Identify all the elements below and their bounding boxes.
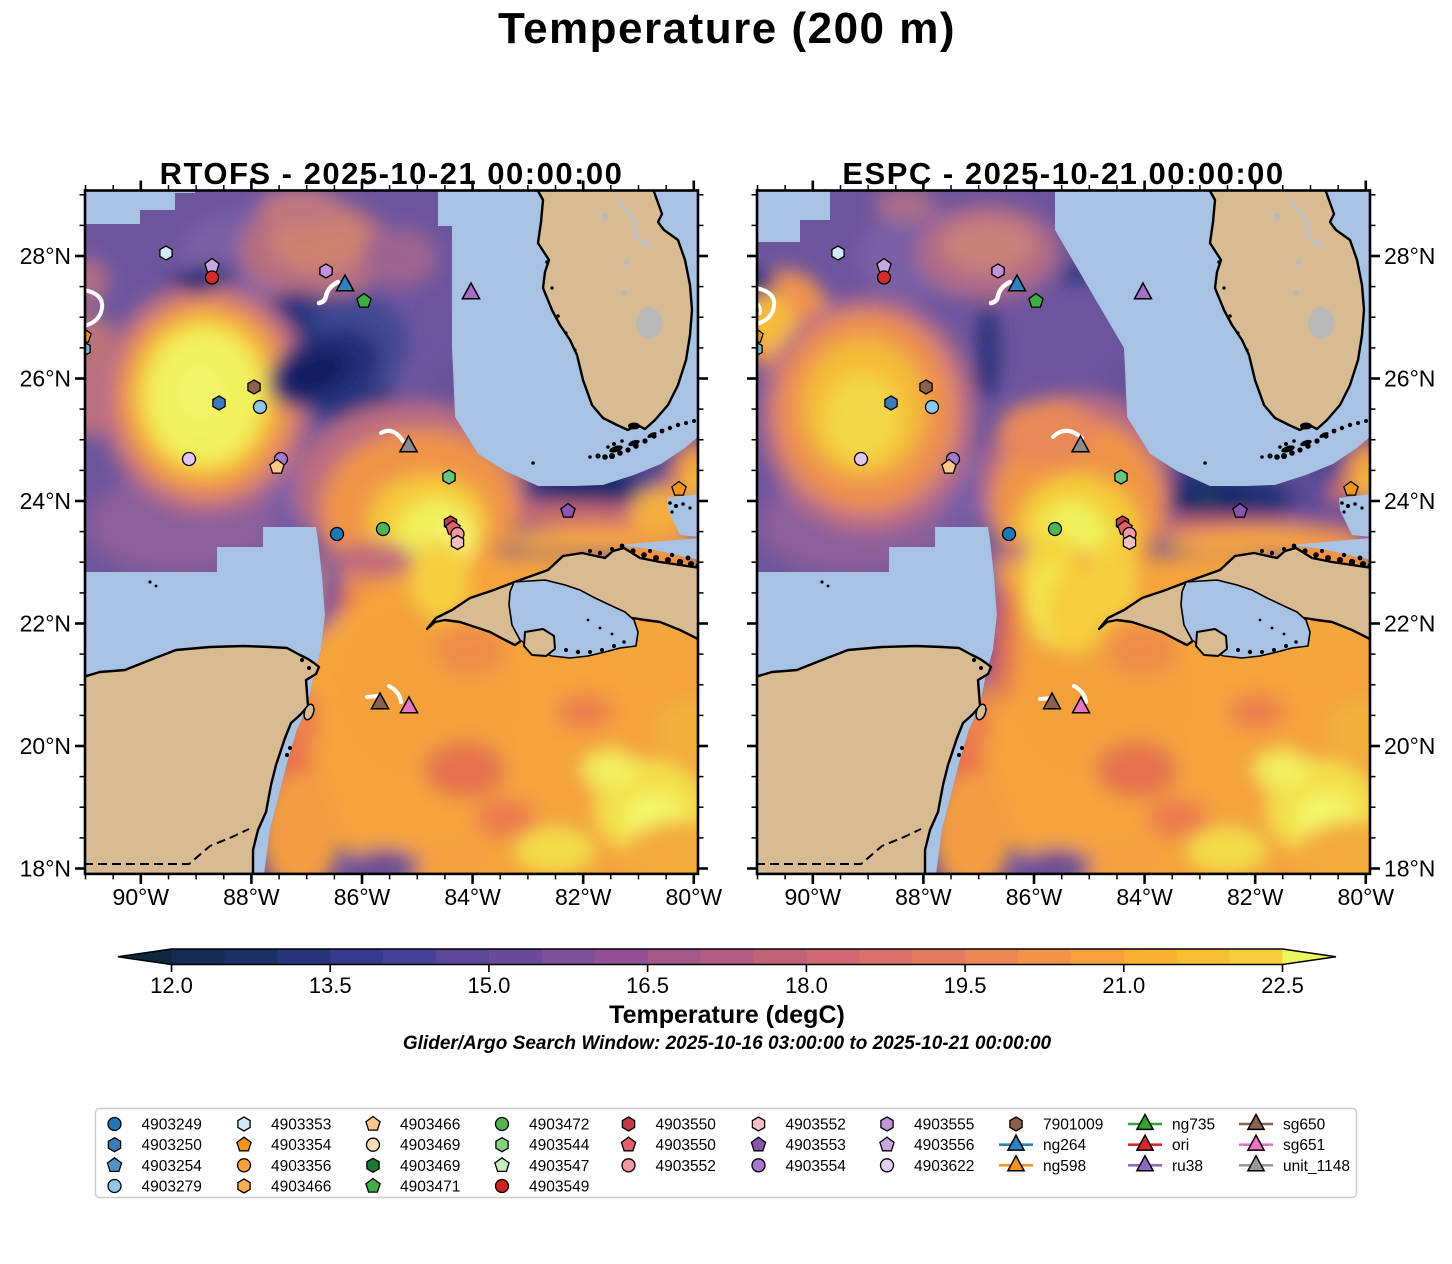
svg-text:13.5: 13.5 bbox=[309, 973, 352, 998]
svg-text:80°W: 80°W bbox=[666, 884, 723, 910]
svg-text:4903552: 4903552 bbox=[786, 1117, 846, 1134]
svg-text:4903471: 4903471 bbox=[400, 1179, 460, 1196]
svg-text:82°W: 82°W bbox=[555, 884, 612, 910]
svg-text:ESPC - 2025-10-21 00:00:00: ESPC - 2025-10-21 00:00:00 bbox=[842, 156, 1284, 191]
svg-text:82°W: 82°W bbox=[1227, 884, 1284, 910]
svg-text:4903555: 4903555 bbox=[914, 1117, 974, 1134]
svg-text:sg651: sg651 bbox=[1283, 1137, 1325, 1154]
svg-text:ng598: ng598 bbox=[1043, 1158, 1086, 1175]
svg-text:20°N: 20°N bbox=[20, 733, 71, 759]
svg-text:90°W: 90°W bbox=[113, 884, 170, 910]
svg-text:4903556: 4903556 bbox=[914, 1137, 974, 1154]
svg-text:18.0: 18.0 bbox=[785, 973, 828, 998]
svg-text:18°N: 18°N bbox=[20, 856, 71, 882]
svg-text:4903466: 4903466 bbox=[271, 1179, 331, 1196]
svg-text:ng264: ng264 bbox=[1043, 1137, 1086, 1154]
svg-text:4903469: 4903469 bbox=[400, 1158, 460, 1175]
svg-text:ru38: ru38 bbox=[1172, 1158, 1203, 1175]
svg-text:26°N: 26°N bbox=[20, 366, 71, 392]
svg-text:4903356: 4903356 bbox=[271, 1158, 331, 1175]
svg-text:20°N: 20°N bbox=[1384, 733, 1435, 759]
svg-text:24°N: 24°N bbox=[20, 488, 71, 514]
svg-text:4903553: 4903553 bbox=[786, 1137, 846, 1154]
svg-text:unit_1148: unit_1148 bbox=[1283, 1158, 1350, 1175]
svg-text:24°N: 24°N bbox=[1384, 488, 1435, 514]
svg-text:sg650: sg650 bbox=[1283, 1117, 1326, 1134]
svg-text:4903250: 4903250 bbox=[142, 1137, 203, 1154]
svg-text:16.5: 16.5 bbox=[626, 973, 669, 998]
svg-text:RTOFS - 2025-10-21 00:00:00: RTOFS - 2025-10-21 00:00:00 bbox=[160, 156, 624, 191]
svg-text:4903550: 4903550 bbox=[656, 1137, 717, 1154]
svg-text:88°W: 88°W bbox=[895, 884, 952, 910]
svg-text:4903469: 4903469 bbox=[400, 1137, 460, 1154]
svg-text:88°W: 88°W bbox=[223, 884, 280, 910]
svg-text:84°W: 84°W bbox=[444, 884, 501, 910]
svg-text:ori: ori bbox=[1172, 1137, 1189, 1154]
svg-text:ng735: ng735 bbox=[1172, 1117, 1215, 1134]
svg-text:4903279: 4903279 bbox=[142, 1179, 202, 1196]
svg-text:4903544: 4903544 bbox=[529, 1137, 590, 1154]
svg-text:Glider/Argo Search Window: 202: Glider/Argo Search Window: 2025-10-16 03… bbox=[403, 1033, 1052, 1054]
svg-text:4903622: 4903622 bbox=[914, 1158, 974, 1175]
svg-text:4903466: 4903466 bbox=[400, 1117, 460, 1134]
svg-text:4903353: 4903353 bbox=[271, 1117, 331, 1134]
svg-text:4903552: 4903552 bbox=[656, 1158, 716, 1175]
svg-text:Temperature (200 m): Temperature (200 m) bbox=[498, 4, 956, 53]
svg-text:21.0: 21.0 bbox=[1102, 973, 1145, 998]
svg-text:86°W: 86°W bbox=[334, 884, 391, 910]
svg-text:28°N: 28°N bbox=[20, 243, 71, 269]
svg-text:80°W: 80°W bbox=[1338, 884, 1395, 910]
svg-text:28°N: 28°N bbox=[1384, 243, 1435, 269]
svg-text:4903354: 4903354 bbox=[271, 1137, 332, 1154]
svg-text:7901009: 7901009 bbox=[1043, 1117, 1103, 1134]
svg-text:86°W: 86°W bbox=[1006, 884, 1063, 910]
svg-text:Temperature (degC): Temperature (degC) bbox=[609, 1001, 845, 1029]
svg-text:12.0: 12.0 bbox=[150, 973, 193, 998]
svg-text:22.5: 22.5 bbox=[1261, 973, 1304, 998]
svg-text:4903554: 4903554 bbox=[786, 1158, 847, 1175]
svg-text:90°W: 90°W bbox=[785, 884, 842, 910]
svg-text:19.5: 19.5 bbox=[944, 973, 987, 998]
svg-text:4903472: 4903472 bbox=[529, 1117, 589, 1134]
svg-text:4903549: 4903549 bbox=[529, 1179, 589, 1196]
svg-text:26°N: 26°N bbox=[1384, 366, 1435, 392]
svg-text:4903547: 4903547 bbox=[529, 1158, 589, 1175]
svg-text:4903550: 4903550 bbox=[656, 1117, 717, 1134]
svg-text:22°N: 22°N bbox=[20, 611, 71, 637]
svg-text:4903249: 4903249 bbox=[142, 1117, 202, 1134]
svg-text:15.0: 15.0 bbox=[467, 973, 510, 998]
svg-text:22°N: 22°N bbox=[1384, 611, 1435, 637]
svg-text:84°W: 84°W bbox=[1116, 884, 1173, 910]
svg-text:18°N: 18°N bbox=[1384, 856, 1435, 882]
svg-text:4903254: 4903254 bbox=[142, 1158, 203, 1175]
